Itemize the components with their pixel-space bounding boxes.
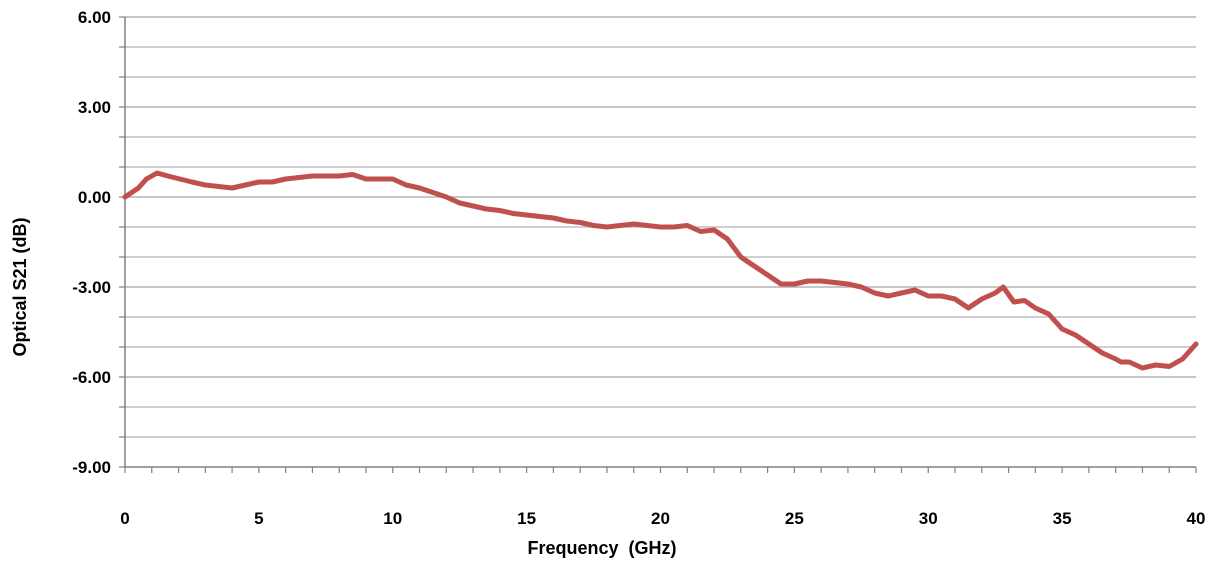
y-tick-labels: 6.00 3.00 0.00 -3.00 -6.00 -9.00 [72, 8, 111, 477]
data-series [122, 170, 1199, 371]
y-tick-label: 0.00 [78, 188, 111, 207]
y-tick-label: -9.00 [72, 458, 111, 477]
x-tick-label: 20 [651, 509, 670, 528]
y-tick-label: -3.00 [72, 278, 111, 297]
x-tick-label: 40 [1187, 509, 1206, 528]
y-tick-label: -6.00 [72, 368, 111, 387]
gridlines [125, 16, 1196, 438]
x-tick-label: 30 [919, 509, 938, 528]
x-tick-label: 15 [517, 509, 536, 528]
x-tick-label: 35 [1053, 509, 1072, 528]
x-tick-label: 10 [383, 509, 402, 528]
x-tick-label: 25 [785, 509, 804, 528]
y-axis-title: Optical S21 (dB) [10, 217, 30, 356]
x-axis-title: Frequency (GHz) [527, 538, 676, 558]
axes [119, 16, 1197, 473]
y-tick-label: 3.00 [78, 98, 111, 117]
x-tick-label: 0 [120, 509, 129, 528]
y-tick-label: 6.00 [78, 8, 111, 27]
series-line [122, 170, 1199, 371]
x-tick-labels: 0 5 10 15 20 25 30 35 40 [120, 509, 1205, 528]
x-tick-label: 5 [254, 509, 263, 528]
